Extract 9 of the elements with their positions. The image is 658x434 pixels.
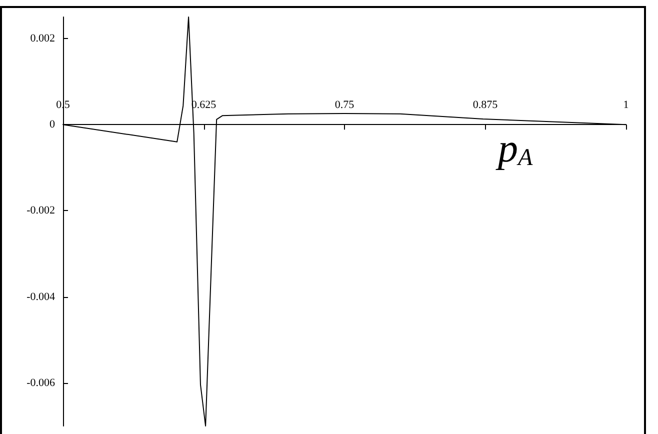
y-tick-label: -0.002 — [26, 204, 55, 217]
y-tick-label: 0.002 — [30, 32, 55, 45]
y-tick-label: -0.006 — [26, 376, 56, 389]
x-tick-label: 1 — [623, 99, 629, 112]
x-tick-label: 0.75 — [334, 99, 355, 112]
y-tick-label: -0.004 — [26, 290, 56, 303]
y-tick-label: 0 — [50, 118, 56, 131]
x-axis-title: pA — [495, 126, 533, 171]
x-tick-label: 0.875 — [472, 99, 498, 112]
